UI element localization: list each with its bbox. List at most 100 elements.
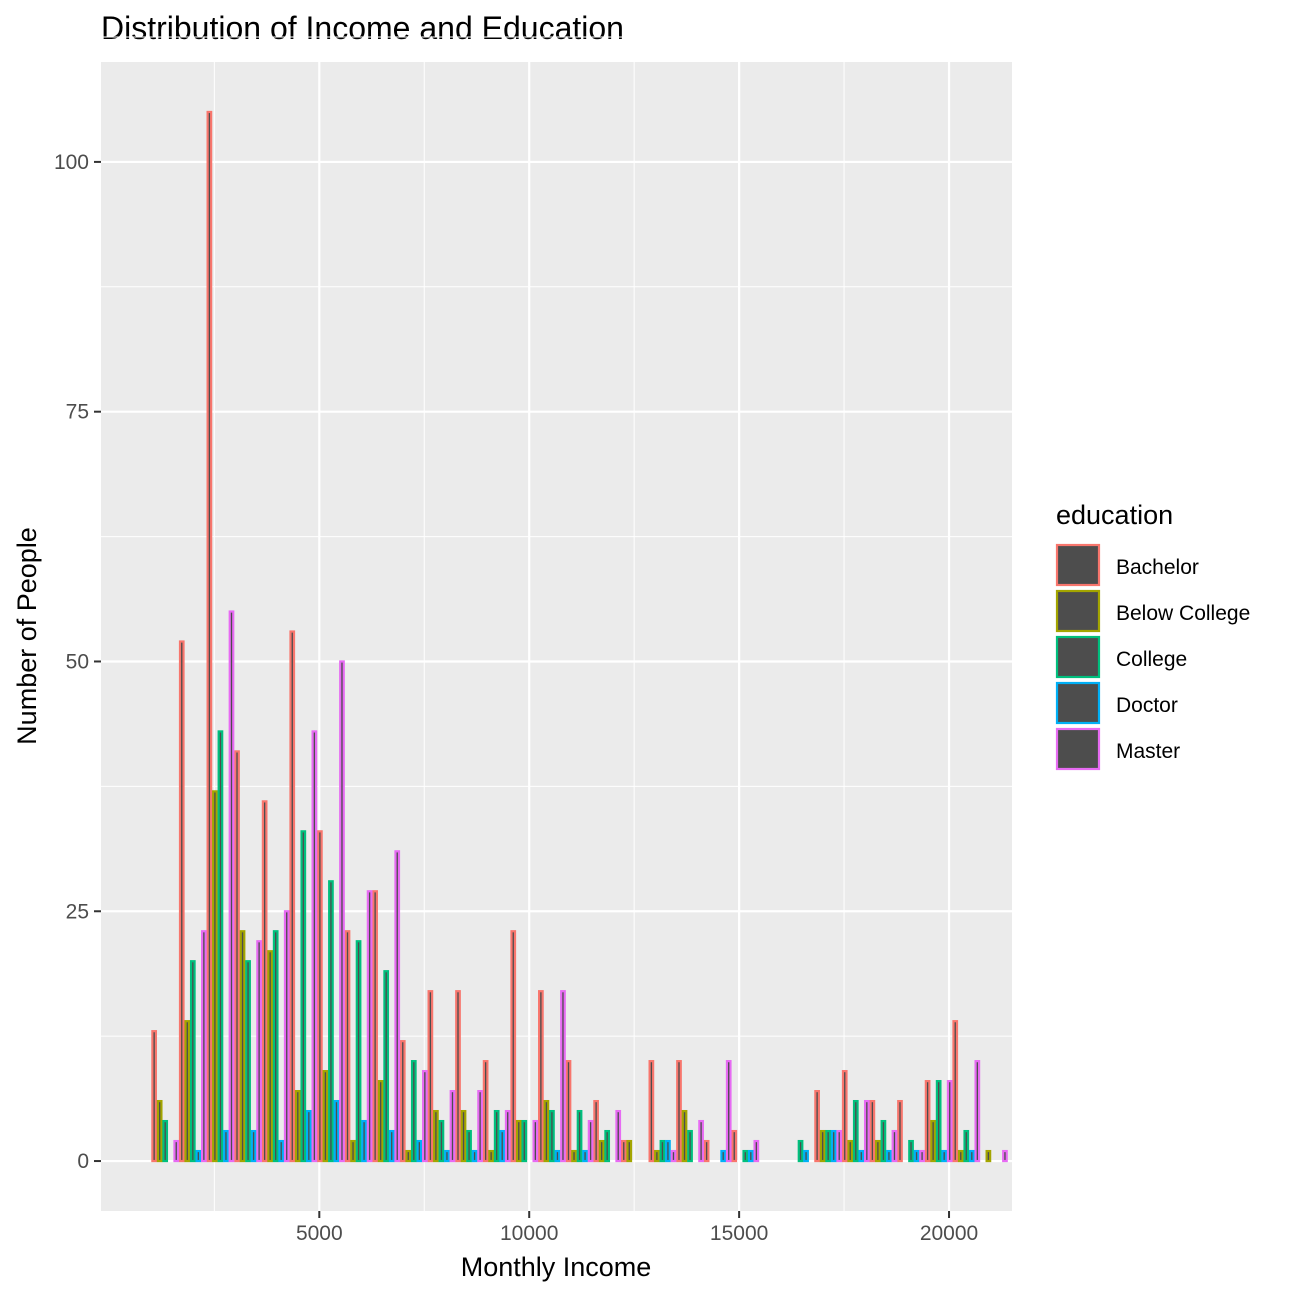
bar-doctor [554, 1149, 561, 1163]
bar-college [493, 1109, 500, 1163]
bar-master [256, 940, 262, 1163]
x-axis-title: Monthly Income [461, 1252, 652, 1282]
y-axis-ticks: 0 25 50 75 100 [54, 151, 101, 1173]
bar-bachelor [372, 890, 378, 1163]
bar-college [217, 730, 224, 1163]
bar-bachelor [289, 630, 296, 1163]
bar-bachelor [317, 830, 323, 1163]
legend-title: education [1056, 500, 1173, 530]
bar-college [328, 880, 334, 1163]
bar-master [891, 1129, 898, 1163]
bar-master [311, 730, 318, 1163]
bar-below-college [377, 1080, 384, 1163]
bar-master [919, 1149, 925, 1163]
bar-bachelor [151, 1030, 158, 1163]
bar-bachelor [538, 990, 544, 1163]
bar-doctor [665, 1139, 671, 1163]
bar-master [283, 910, 290, 1163]
bar-doctor [444, 1149, 450, 1163]
bar-college [852, 1099, 859, 1163]
bar-doctor [858, 1149, 865, 1163]
bar-below-college [875, 1139, 881, 1163]
legend-label-master: Master [1116, 740, 1180, 763]
bar-below-college [957, 1149, 964, 1163]
bar-college [300, 830, 307, 1163]
bar-college [272, 930, 279, 1163]
bar-below-college [322, 1070, 329, 1163]
bar-master [421, 1070, 428, 1163]
bar-bachelor [427, 990, 434, 1163]
bar-doctor [913, 1149, 920, 1163]
bar-doctor [720, 1149, 727, 1163]
bar-below-college [681, 1109, 688, 1163]
bar-below-college [985, 1149, 992, 1163]
bar-bachelor [261, 800, 268, 1163]
y-axis-title: Number of People [12, 527, 42, 745]
bar-bachelor [344, 930, 351, 1163]
legend-key-bachelor [1055, 543, 1101, 587]
bar-below-college [626, 1139, 633, 1163]
bar-college [742, 1149, 749, 1163]
bar-doctor [471, 1149, 478, 1163]
bar-below-college [598, 1139, 605, 1163]
bar-master [974, 1060, 981, 1163]
bar-master [201, 930, 207, 1163]
bar-college [880, 1119, 887, 1163]
bar-master [532, 1119, 539, 1163]
bar-doctor [223, 1129, 229, 1163]
bars-layer [151, 110, 1008, 1163]
bar-master [670, 1149, 677, 1163]
bar-college [908, 1139, 914, 1163]
bar-doctor [886, 1149, 892, 1163]
bar-below-college [654, 1149, 660, 1163]
bar-college [245, 960, 251, 1163]
bar-doctor [416, 1139, 423, 1163]
bar-below-college [460, 1109, 467, 1163]
x-tick-label: 10000 [500, 1222, 558, 1245]
bar-doctor [305, 1109, 312, 1163]
minor-gridlines [101, 36, 1055, 1211]
bar-bachelor [841, 1070, 848, 1163]
bar-bachelor [648, 1060, 655, 1163]
bar-below-college [239, 930, 246, 1163]
bar-college [438, 1119, 445, 1163]
bar-college [963, 1129, 970, 1163]
bar-college [521, 1119, 528, 1163]
bar-master [366, 890, 373, 1163]
bar-doctor [941, 1149, 948, 1163]
bar-below-college [488, 1149, 495, 1163]
y-tick-label: 50 [66, 650, 89, 673]
bar-below-college [543, 1099, 550, 1163]
bar-master [698, 1119, 704, 1163]
x-tick-label: 5000 [296, 1222, 343, 1245]
legend-key-master [1055, 727, 1101, 771]
bar-college [687, 1129, 693, 1163]
x-axis-ticks: 5000 10000 15000 20000 [296, 1211, 978, 1245]
bar-doctor [803, 1149, 809, 1163]
bar-bachelor [482, 1060, 489, 1163]
bar-bachelor [593, 1099, 599, 1163]
legend-key-doctor [1055, 681, 1101, 725]
bar-below-college [515, 1119, 522, 1163]
legend-label-college: College [1116, 648, 1187, 671]
bar-doctor [278, 1139, 285, 1163]
bar-master [836, 1129, 843, 1163]
bar-bachelor [565, 1060, 572, 1163]
bar-bachelor [620, 1139, 627, 1163]
legend-items: Bachelor Below College College Doctor Master [1055, 543, 1250, 771]
chart-title: Distribution of Income and Education [101, 10, 624, 46]
bar-doctor [830, 1129, 837, 1163]
bar-bachelor [676, 1060, 682, 1163]
bar-master [725, 1060, 732, 1163]
bar-bachelor [455, 990, 461, 1163]
bar-doctor [333, 1099, 340, 1163]
x-tick-label: 20000 [920, 1222, 978, 1245]
bar-doctor [968, 1149, 975, 1163]
bar-college [383, 970, 390, 1163]
bar-bachelor [399, 1040, 406, 1163]
y-tick-label: 75 [66, 401, 89, 424]
bar-bachelor [510, 930, 517, 1163]
bar-master [228, 610, 235, 1163]
bar-bachelor [814, 1090, 820, 1163]
bar-bachelor [234, 750, 240, 1163]
